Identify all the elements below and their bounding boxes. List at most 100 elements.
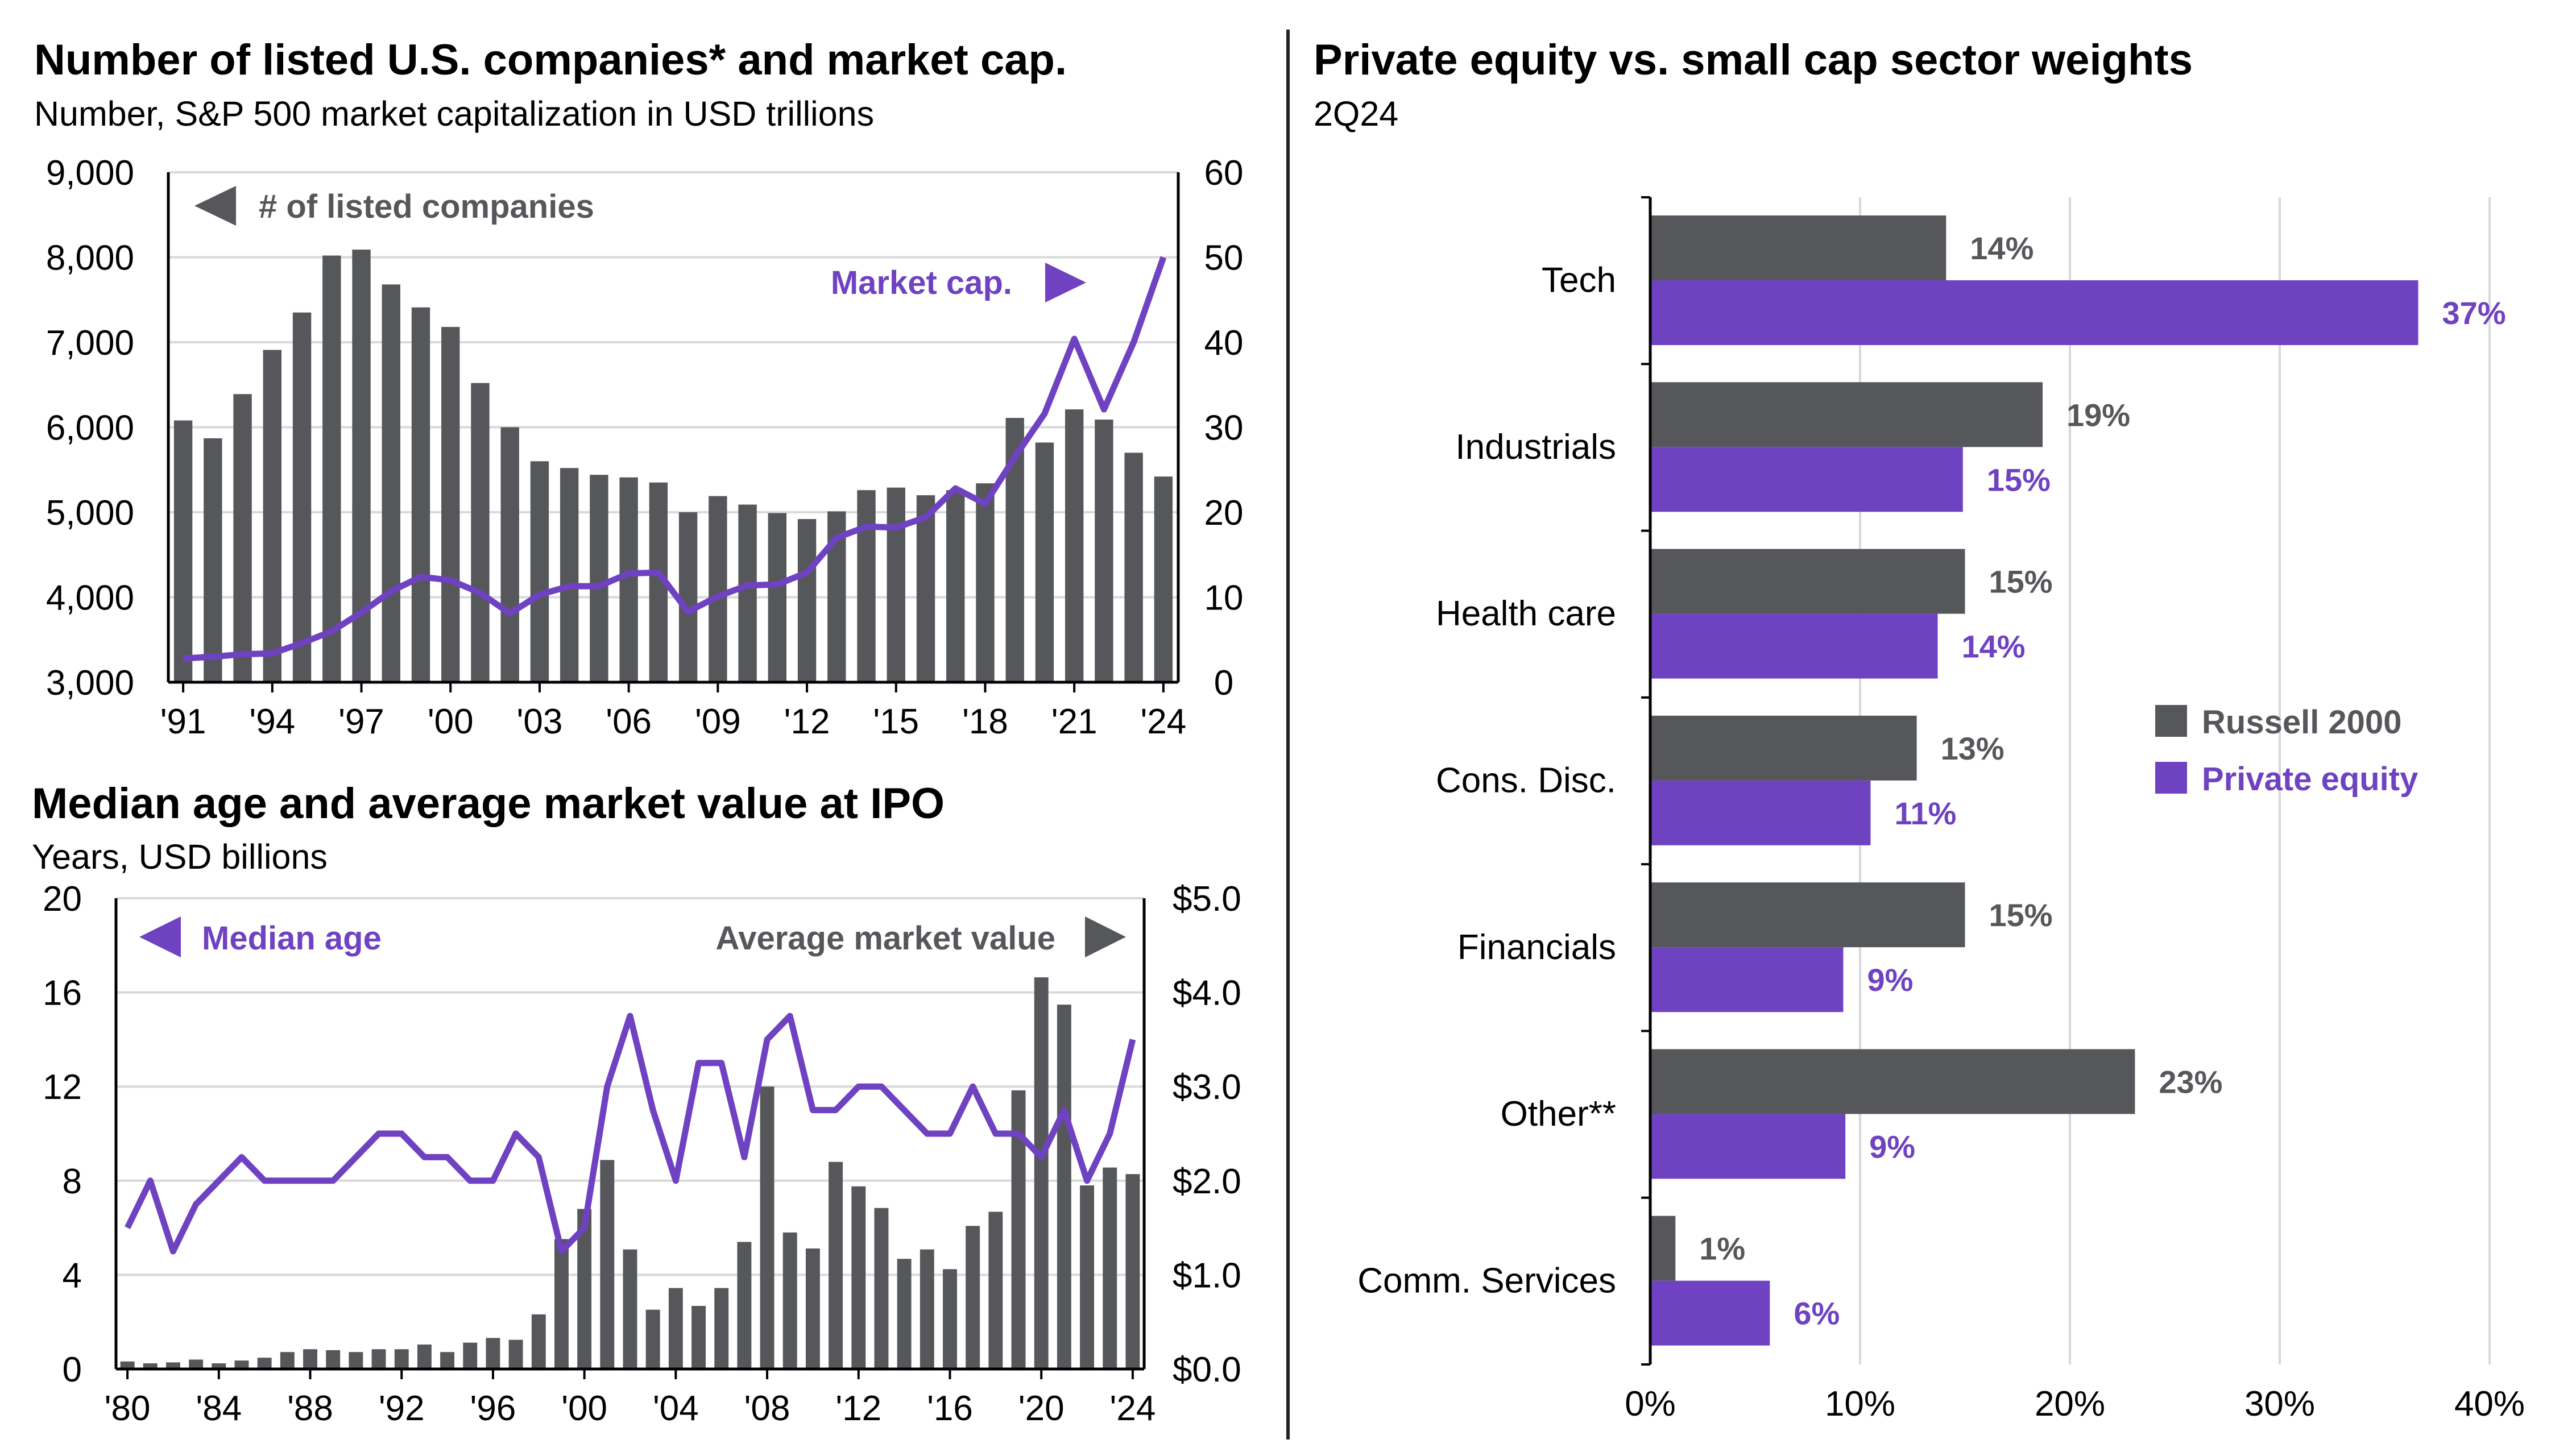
- russell-2000-value-label: 14%: [1970, 230, 2034, 266]
- russell-2000-bar: [1650, 882, 1965, 948]
- private-equity-value-label: 14%: [1962, 629, 2026, 665]
- listed-companies-bar: [204, 438, 222, 682]
- x-axis-tick-label: '12: [784, 702, 830, 741]
- russell-2000-value-label: 19%: [2066, 397, 2130, 433]
- left-axis-tick-label: 0: [63, 1350, 82, 1389]
- russell-2000-bar: [1650, 215, 1947, 280]
- avg-market-value-bar: [508, 1339, 523, 1369]
- avg-market-value-bar: [531, 1314, 546, 1369]
- avg-market-value-bar: [1125, 1174, 1140, 1369]
- avg-market-value-bar: [874, 1208, 889, 1369]
- private-equity-bar: [1650, 447, 1963, 512]
- avg-market-value-bar: [1080, 1185, 1095, 1369]
- right-axis-tick-label: $1.0: [1173, 1256, 1241, 1295]
- ipo-chart-subtitle: Years, USD billions: [32, 837, 328, 876]
- category-label: Health care: [1436, 594, 1616, 633]
- avg-market-value-bar: [394, 1349, 409, 1369]
- x-axis-tick-label: '97: [338, 702, 384, 741]
- left-axis-tick-label: 6,000: [46, 409, 134, 448]
- x-axis-tick-label: '00: [428, 702, 474, 741]
- listed-companies-bar: [1124, 453, 1143, 682]
- listed-companies-bar: [441, 327, 460, 682]
- left-axis-tick-label: 3,000: [46, 663, 134, 703]
- avg-market-value-bar: [371, 1349, 386, 1369]
- avg-market-value-bar: [897, 1259, 912, 1369]
- x-axis-tick-label: '08: [744, 1389, 790, 1428]
- avg-market-value-bar: [189, 1359, 204, 1369]
- legend-label-private-equity: Private equity: [2202, 761, 2418, 798]
- listed-companies-bar: [1065, 409, 1084, 682]
- x-axis-tick-label: '12: [835, 1389, 881, 1428]
- right-axis-tick-label: 40: [1204, 323, 1244, 363]
- left-axis-tick-label: 8: [63, 1162, 82, 1201]
- x-axis-tick-label: '88: [287, 1389, 333, 1428]
- sector-chart-subtitle: 2Q24: [1314, 94, 1399, 133]
- russell-2000-bar: [1650, 715, 1917, 781]
- left-axis-tick-label: 12: [43, 1068, 82, 1107]
- russell-2000-value-label: 15%: [1989, 564, 2053, 600]
- median-age-line: [125, 1013, 1136, 1255]
- right-axis-tick-label: $5.0: [1173, 880, 1241, 919]
- left-arrow-icon: [139, 916, 181, 957]
- left-axis-tick-label: 4: [63, 1256, 82, 1295]
- russell-2000-value-label: 23%: [2159, 1064, 2222, 1100]
- x-axis-tick-label: '80: [105, 1389, 151, 1428]
- companies-chart-title: Number of listed U.S. companies* and mar…: [34, 36, 1067, 84]
- x-axis-tick-label: '94: [249, 702, 295, 741]
- right-arrow-icon: [1085, 916, 1126, 957]
- x-axis-tick-label: 10%: [1825, 1384, 1895, 1424]
- avg-market-value-bar: [120, 1361, 135, 1369]
- x-axis-tick-label: '03: [517, 702, 563, 741]
- x-axis-tick-label: '21: [1051, 702, 1098, 741]
- listed-companies-bar: [738, 504, 757, 682]
- listed-companies-bar: [590, 475, 608, 682]
- avg-market-value-bar: [143, 1363, 158, 1369]
- left-axis-tick-label: 16: [43, 974, 82, 1013]
- market-cap-label: Market cap.: [831, 264, 1012, 301]
- left-axis-tick-label: 5,000: [46, 493, 134, 533]
- avg-market-value-bar: [805, 1248, 820, 1369]
- private-equity-value-label: 6%: [1794, 1296, 1840, 1331]
- listed-companies-bar: [946, 490, 965, 682]
- x-axis-tick-label: '24: [1140, 702, 1186, 741]
- private-equity-bar: [1650, 280, 2418, 345]
- private-equity-value-label: 37%: [2442, 295, 2506, 331]
- companies-chart-subtitle: Number, S&P 500 market capitalization in…: [34, 94, 875, 133]
- listed-companies-bar: [768, 513, 787, 682]
- x-axis-tick-label: '18: [962, 702, 1008, 741]
- avg-market-value-bar: [966, 1226, 980, 1369]
- avg-market-value-bar: [257, 1358, 272, 1369]
- ipo-chart-title: Median age and average market value at I…: [32, 779, 945, 828]
- private-equity-bar: [1650, 613, 1938, 679]
- private-equity-bar: [1650, 947, 1844, 1013]
- avg-market-value-bar: [645, 1309, 660, 1369]
- avg-market-value-bar: [851, 1186, 866, 1369]
- avg-market-value-bar: [280, 1352, 295, 1369]
- russell-2000-bar: [1650, 549, 1965, 614]
- category-label: Cons. Disc.: [1436, 761, 1616, 800]
- category-label: Tech: [1542, 261, 1616, 300]
- listed-companies-bar: [500, 427, 519, 682]
- left-axis-tick-label: 8,000: [46, 239, 134, 278]
- x-axis-tick-label: '09: [695, 702, 741, 741]
- category-label: Comm. Services: [1357, 1261, 1616, 1300]
- legend-swatch-private-equity: [2155, 762, 2187, 794]
- sector-chart-title: Private equity vs. small cap sector weig…: [1314, 36, 2193, 84]
- avg-market-value-bar: [760, 1086, 775, 1369]
- x-axis-tick-label: 40%: [2454, 1384, 2525, 1424]
- x-axis-tick-label: '04: [653, 1389, 699, 1428]
- right-axis-tick-label: $3.0: [1173, 1068, 1241, 1107]
- avg-market-value-bar: [1103, 1167, 1117, 1369]
- x-axis-tick-label: '20: [1018, 1389, 1065, 1428]
- private-equity-value-label: 9%: [1869, 1129, 1915, 1164]
- x-axis-tick-label: 20%: [2035, 1384, 2105, 1424]
- listed-companies-bar: [976, 483, 995, 682]
- left-axis-tick-label: 20: [43, 880, 82, 919]
- x-axis-tick-label: '15: [873, 702, 919, 741]
- x-axis-tick-label: '96: [470, 1389, 516, 1428]
- left-axis-tick-label: 4,000: [46, 579, 134, 618]
- right-axis-tick-label: $0.0: [1173, 1350, 1241, 1389]
- avg-market-value-bar: [623, 1249, 637, 1369]
- listed-companies-bar: [233, 394, 252, 682]
